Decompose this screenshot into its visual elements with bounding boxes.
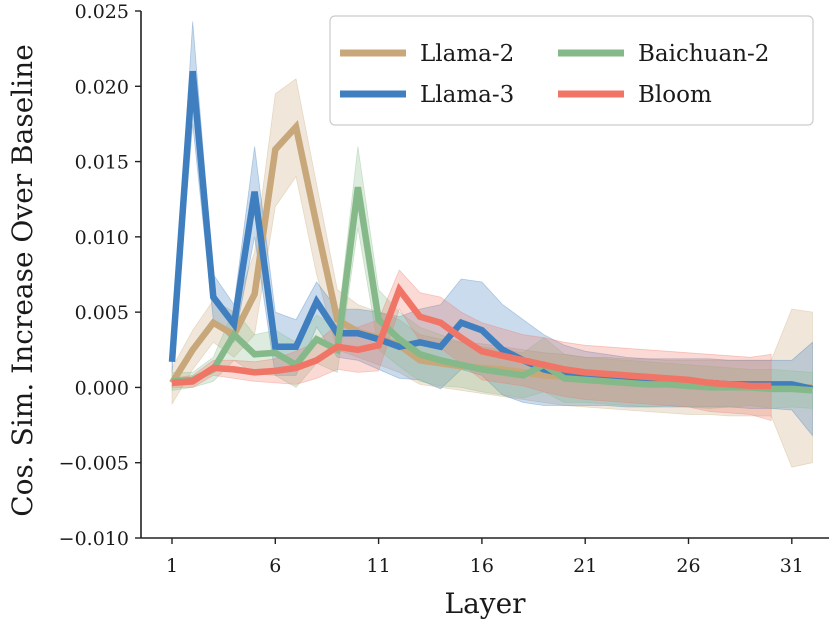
legend-label-llama3: Llama-3 xyxy=(420,82,514,108)
series-line-bloom xyxy=(171,282,772,390)
y-tick-label: 0.015 xyxy=(75,152,129,174)
axes xyxy=(140,11,829,539)
x-tick-label: 1 xyxy=(166,555,178,577)
y-tick-label: −0.010 xyxy=(59,528,129,550)
x-axis-ticks: 1 6 11 16 21 26 31 xyxy=(166,538,804,577)
x-axis-title: Layer xyxy=(444,587,526,620)
y-tick-label: 0.025 xyxy=(75,1,129,23)
y-tick-label: −0.005 xyxy=(59,453,129,475)
x-tick-label: 16 xyxy=(470,555,494,577)
x-tick-label: 26 xyxy=(676,555,700,577)
legend-frame xyxy=(329,15,814,126)
y-tick-label: 0.020 xyxy=(75,76,129,98)
legend-label-llama2: Llama-2 xyxy=(420,41,514,67)
series-line-baichuan2 xyxy=(171,186,813,394)
series-lines xyxy=(168,70,814,394)
x-tick-label: 6 xyxy=(269,555,281,577)
y-tick-label: 0.005 xyxy=(75,302,129,324)
legend: Llama-2 Llama-3 Baichuan-2 Bloom xyxy=(329,15,814,126)
x-tick-label: 11 xyxy=(367,555,391,577)
y-tick-label: 0.000 xyxy=(75,377,129,399)
x-tick-label: 31 xyxy=(780,555,804,577)
legend-label-bloom: Bloom xyxy=(638,82,712,108)
y-axis-title: Cos. Sim. Increase Over Baseline xyxy=(6,44,39,517)
x-tick-label: 21 xyxy=(573,555,597,577)
y-tick-label: 0.010 xyxy=(75,227,129,249)
y-axis-ticks: 0.025 0.020 0.015 0.010 0.005 0.000 −0.005 −0.0… xyxy=(59,1,141,550)
legend-label-baichuan2: Baichuan-2 xyxy=(638,41,769,67)
